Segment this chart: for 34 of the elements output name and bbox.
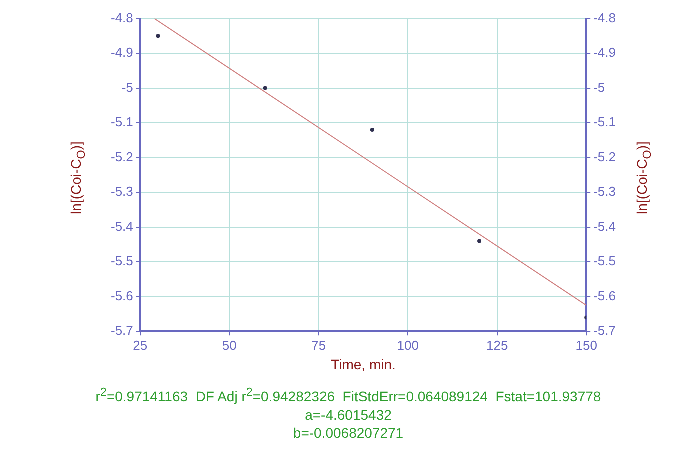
y-tick-label: -5 (122, 80, 134, 95)
text: b=-0.0068207271 (292, 424, 405, 442)
y-tick-label: -5.5 (110, 254, 134, 269)
y2-tick-label: -5 (594, 80, 606, 95)
point (156, 34, 160, 38)
y2-tick-label: -5.1 (594, 114, 616, 130)
y-tick-label: -5.4 (110, 218, 134, 234)
point (478, 239, 482, 244)
y2-tick-label: -4.9 (594, 45, 616, 60)
y-tick-label: -5.1 (110, 114, 134, 130)
y2-tick-label: -5.4 (594, 218, 616, 234)
y2-tick-label: -5.5 (594, 254, 616, 269)
y-tick-label: -5.3 (110, 184, 134, 200)
x-axis-title: Time, min. (331, 356, 396, 372)
x-tick-label: 25 (133, 338, 148, 353)
x-tick-label: 50 (222, 338, 237, 353)
x-tick-label: 150 (576, 338, 598, 353)
y2-tick-label: -5.7 (594, 323, 616, 338)
text: r$^{2}$=0.97141163 DF Adj r$^{2}$=0.94282326 FitStdErr=0.064089124 Fstat=101.93778 (94, 385, 602, 406)
x-tick-label: 75 (312, 338, 326, 353)
y-tick-label: -5.6 (110, 288, 134, 304)
point (263, 86, 268, 90)
y2-tick-label: -4.8 (594, 10, 616, 26)
x-tick-label: 125 (486, 338, 508, 353)
y-tick-label: -5.2 (110, 149, 134, 164)
y-tick-label: -4.8 (110, 10, 134, 26)
x-tick-label: 100 (397, 338, 419, 353)
y2-tick-label: -5.3 (594, 184, 616, 200)
y2-tick-label: -5.2 (594, 149, 616, 164)
y-tick-label: -4.9 (110, 45, 134, 60)
point (370, 128, 374, 132)
y-tick-label: -5.7 (110, 323, 134, 338)
y2-tick-label: -5.6 (594, 288, 616, 304)
text: a=-4.6015432 (304, 406, 393, 424)
